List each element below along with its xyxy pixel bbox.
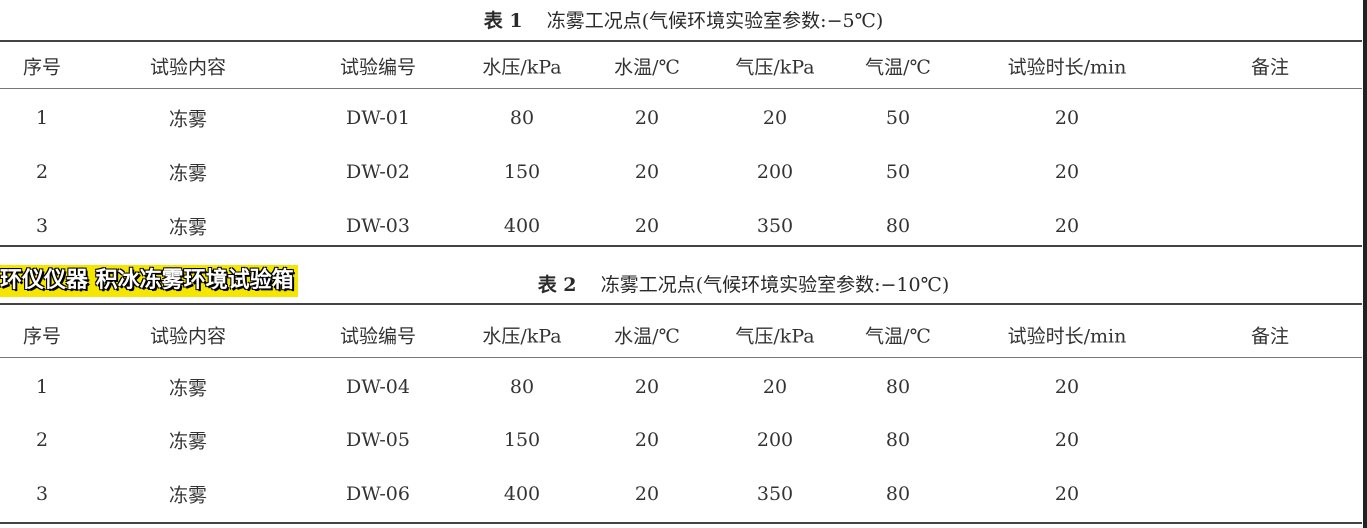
table-2-cell: 冻雾 [168, 377, 208, 400]
table-1-cell: 200 [756, 161, 794, 183]
table-2-header-cell: 水压/kPa [482, 325, 562, 348]
table-1-header-cell: 气压/kPa [735, 56, 815, 79]
table-2-cell: 20 [634, 483, 660, 505]
table-1-cell: DW-01 [346, 107, 410, 129]
table-1-cell: 冻雾 [168, 108, 208, 131]
table-2-cell: DW-06 [346, 483, 410, 505]
table-2-cell: 400 [503, 483, 541, 505]
table-1-cell: 1 [35, 107, 49, 129]
table-2-cell: 200 [756, 429, 794, 451]
table-1-cell: 冻雾 [168, 162, 208, 185]
table-2-cell: 冻雾 [168, 430, 208, 453]
table-2-top-rule [0, 303, 1362, 305]
watermark-banner: 环仪仪器 积冰冻雾环境试验箱 [0, 265, 298, 297]
table-2-cell: 150 [503, 429, 541, 451]
table-1-cell: DW-03 [346, 215, 410, 237]
table-2-title: 冻雾工况点(气候环境实验室参数:−10℃) [600, 274, 950, 296]
table-1-bottom-rule [0, 245, 1362, 247]
table-2-header-cell: 气压/kPa [735, 325, 815, 348]
table-1-cell: 150 [503, 161, 541, 183]
table-2-cell: 80 [885, 429, 911, 451]
table-1-cell: 80 [885, 215, 911, 237]
table-1-caption: 表 1 冻雾工况点(气候环境实验室参数:−5℃) [0, 6, 1367, 33]
table-2-header-cell: 序号 [22, 325, 62, 348]
table-2-header-cell: 水温/℃ [614, 325, 680, 348]
table-1-header-rule [0, 88, 1362, 89]
table-2-header-cell: 气温/℃ [865, 325, 931, 348]
table-1-cell: 20 [634, 107, 660, 129]
table-1-cell: 20 [634, 215, 660, 237]
table-1-cell: 20 [1054, 215, 1080, 237]
table-2-header-cell: 试验编号 [339, 325, 417, 348]
table-1-title: 冻雾工况点(气候环境实验室参数:−5℃) [546, 10, 884, 32]
table-1-header-cell: 序号 [22, 56, 62, 79]
table-1-header-cell: 试验内容 [149, 56, 227, 79]
table-2-cell: 20 [634, 376, 660, 398]
table-2-cell: 350 [756, 483, 794, 505]
table-1-header-cell: 水压/kPa [482, 56, 562, 79]
table-1-cell: 20 [1054, 107, 1080, 129]
table-1-cell: 20 [634, 161, 660, 183]
table-1-label: 表 1 [483, 10, 523, 32]
table-2-header-cell: 试验时长/min [1007, 325, 1127, 348]
table-2-cell: 2 [35, 429, 49, 451]
table-2-bottom-rule [0, 522, 1362, 524]
table-2-cell: 冻雾 [168, 484, 208, 507]
table-1-cell: 20 [1054, 161, 1080, 183]
table-2-cell: 20 [634, 429, 660, 451]
table-2-cell: 3 [35, 483, 49, 505]
table-2-cell: 20 [762, 376, 788, 398]
table-2-cell: 80 [885, 376, 911, 398]
table-2-cell: 20 [1054, 429, 1080, 451]
table-2-cell: 80 [509, 376, 535, 398]
table-2-caption: 表 2 冻雾工况点(气候环境实验室参数:−10℃) [60, 270, 1367, 297]
table-2-cell: 1 [35, 376, 49, 398]
table-1-header-cell: 试验时长/min [1007, 56, 1127, 79]
table-2-label: 表 2 [537, 274, 577, 296]
table-1-top-rule [0, 40, 1362, 42]
right-edge-bar [1363, 0, 1367, 528]
table-1-header-cell: 试验编号 [339, 56, 417, 79]
table-1-header-cell: 备注 [1250, 56, 1290, 79]
table-1-cell: 2 [35, 161, 49, 183]
table-1-cell: 50 [885, 107, 911, 129]
table-1-cell: 20 [762, 107, 788, 129]
table-1-cell: 冻雾 [168, 216, 208, 239]
table-2-header-cell: 试验内容 [149, 325, 227, 348]
table-1-header-cell: 气温/℃ [865, 56, 931, 79]
table-1-cell: 50 [885, 161, 911, 183]
table-2-cell: DW-05 [346, 429, 410, 451]
table-1-cell: 80 [509, 107, 535, 129]
table-2-cell: 20 [1054, 483, 1080, 505]
table-1-cell: 350 [756, 215, 794, 237]
table-2-cell: DW-04 [346, 376, 410, 398]
table-2-cell: 80 [885, 483, 911, 505]
table-1-header-cell: 水温/℃ [614, 56, 680, 79]
table-2-header-rule [0, 357, 1362, 358]
table-1-cell: 3 [35, 215, 49, 237]
table-1-cell: DW-02 [346, 161, 410, 183]
table-2-header-cell: 备注 [1250, 325, 1290, 348]
table-1-cell: 400 [503, 215, 541, 237]
table-2-cell: 20 [1054, 376, 1080, 398]
